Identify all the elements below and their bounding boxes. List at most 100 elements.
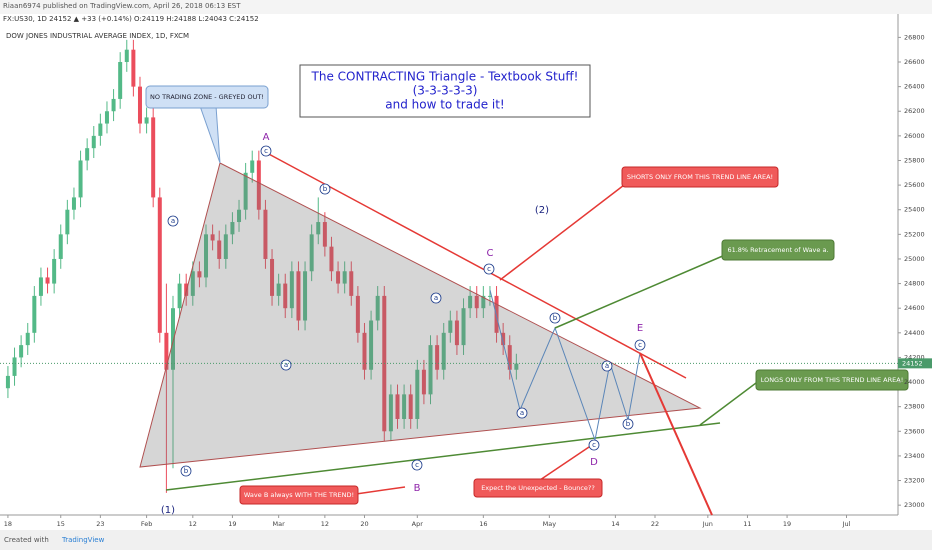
projection-line [639, 352, 713, 516]
callout-line [355, 486, 406, 495]
last-price-box [898, 358, 932, 369]
wave-label: (2) [535, 205, 549, 216]
candle-body [38, 277, 43, 296]
candle-body [190, 271, 195, 296]
candle-body [124, 49, 129, 63]
wave-label: a [605, 362, 609, 370]
upper-trendline [264, 151, 687, 379]
title-box-line: and how to trade it! [385, 98, 504, 112]
callout-box [145, 85, 269, 109]
candle-body [151, 117, 156, 198]
candle-body [395, 394, 400, 419]
wave-circle [549, 312, 561, 324]
wave-label: c [592, 441, 596, 449]
callout-box [721, 239, 835, 261]
y-tick-label: 23400 [904, 452, 925, 460]
candle-body [408, 394, 413, 419]
wave-circle [180, 465, 192, 477]
y-tick-label: 26000 [904, 132, 925, 140]
candle-body [137, 86, 142, 124]
x-tick-label: 19 [228, 520, 236, 528]
wave-circle [622, 418, 634, 430]
wave-label: c [638, 341, 642, 349]
candle-body [487, 295, 492, 297]
y-tick-label: 26200 [904, 107, 925, 115]
candle-body [468, 295, 473, 309]
x-tick-label: 15 [57, 520, 65, 528]
x-tick-label: 11 [743, 520, 751, 528]
candle-body [256, 160, 261, 210]
candle-body [71, 197, 76, 210]
x-tick-label: 14 [611, 520, 619, 528]
candle-body [98, 123, 103, 136]
wave-label: b [184, 467, 189, 475]
y-tick-label: 25600 [904, 181, 925, 189]
candle-body [91, 135, 96, 149]
x-tick-label: Mar [273, 520, 286, 528]
title-box-line: The CONTRACTING Triangle - Textbook Stuf… [311, 70, 579, 84]
candle-body [5, 375, 10, 389]
x-tick-label: 23 [96, 520, 104, 528]
wave-circle [167, 215, 179, 227]
wave-circle [516, 407, 528, 419]
candle-body [85, 148, 90, 161]
candle-body [217, 240, 222, 259]
wave-label: b [626, 420, 631, 428]
callout-text: NO TRADING ZONE - GREYED OUT! [150, 93, 264, 101]
callout-text: Wave B always WITH THE TREND! [244, 491, 354, 499]
callout-line [499, 181, 629, 281]
candle-body [12, 357, 17, 376]
x-tick-label: 18 [4, 520, 12, 528]
y-tick-label: 25000 [904, 255, 925, 263]
x-tick-label: Jul [842, 520, 851, 528]
candle-body [65, 209, 70, 235]
candle-body [289, 271, 294, 309]
x-tick-label: Apr [412, 520, 424, 528]
wave-circle [634, 339, 646, 351]
candle-body [197, 271, 202, 278]
callout-box [621, 166, 779, 188]
candle-body [131, 49, 136, 87]
candle-body [375, 295, 380, 321]
callout-text: 61.8% Retracement of Wave a. [727, 246, 828, 254]
candle-body [78, 160, 83, 198]
candle-body [428, 345, 433, 395]
candle-body [263, 209, 268, 259]
candle-body [421, 369, 426, 395]
candle-body [309, 234, 314, 272]
wave-circle [588, 439, 600, 451]
wave-label: A [263, 132, 270, 143]
x-tick-label: 12 [189, 520, 197, 528]
candle-body [441, 332, 446, 370]
candle-body [322, 222, 327, 247]
x-tick-label: May [543, 520, 557, 528]
candle-body [223, 234, 228, 259]
footer-bar [0, 530, 932, 550]
candle-body [157, 197, 162, 333]
candle-body [32, 295, 37, 333]
callout-box [239, 485, 359, 505]
y-tick-label: 23200 [904, 477, 925, 485]
header-bar [0, 0, 932, 14]
wave-label: b [323, 185, 328, 193]
y-tick-label: 24200 [904, 353, 925, 361]
candle-body [118, 62, 123, 99]
triangle [139, 162, 702, 468]
candle-body [349, 271, 354, 296]
candle-body [45, 277, 50, 284]
wave-circle [483, 263, 495, 275]
candle-body [435, 345, 440, 370]
candles [5, 39, 519, 493]
x-tick-label: 12 [321, 520, 329, 528]
wave-label: a [284, 361, 288, 369]
candle-body [58, 234, 63, 259]
wave-label: a [171, 217, 175, 225]
wave-circle [430, 292, 442, 304]
candle-body [170, 308, 175, 370]
candle-body [243, 172, 248, 210]
candle-body [342, 271, 347, 284]
y-tick-label: 26800 [904, 33, 925, 41]
candle-body [283, 283, 288, 309]
y-tick-label: 24600 [904, 304, 925, 312]
